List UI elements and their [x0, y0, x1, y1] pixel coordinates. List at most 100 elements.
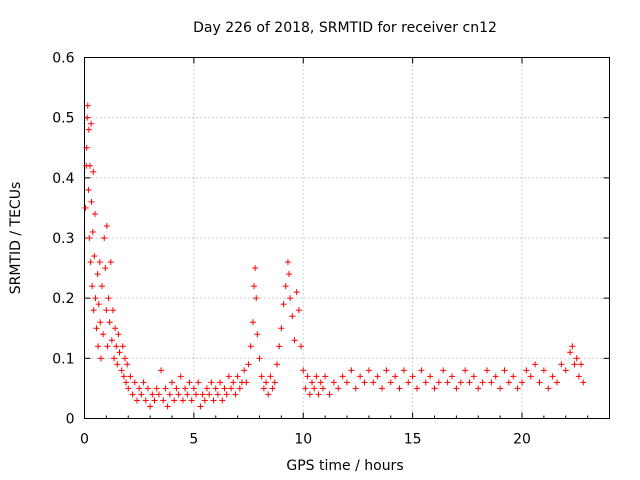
data-point	[505, 379, 512, 386]
data-point	[271, 379, 278, 386]
data-point	[149, 391, 156, 398]
data-point	[578, 361, 585, 368]
data-point	[212, 385, 219, 392]
data-point	[475, 385, 482, 392]
data-point	[247, 343, 254, 350]
data-point	[317, 379, 324, 386]
data-point	[120, 373, 127, 380]
data-point	[147, 403, 154, 410]
data-point	[179, 397, 186, 404]
data-point	[365, 367, 372, 374]
data-point	[214, 391, 221, 398]
data-point	[116, 349, 123, 356]
data-point	[335, 385, 342, 392]
data-point	[100, 331, 107, 338]
data-point	[107, 259, 114, 266]
data-point	[221, 385, 228, 392]
chart-title: Day 226 of 2018, SRMTID for receiver cn1…	[193, 20, 497, 36]
data-point	[580, 379, 587, 386]
data-point	[219, 397, 226, 404]
data-point	[121, 355, 128, 362]
data-point	[311, 385, 318, 392]
data-point	[101, 235, 108, 241]
data-point	[484, 367, 490, 374]
data-point	[90, 168, 97, 175]
data-point	[558, 361, 565, 368]
data-point	[86, 235, 93, 241]
data-point	[153, 385, 160, 392]
ticks: 0 0.1 0.2 0.3 0.4 0.5 0.6 0 5 10 15 20	[52, 51, 610, 448]
data-point	[113, 343, 120, 350]
data-point	[453, 385, 460, 392]
data-point	[260, 385, 267, 392]
data-point	[254, 331, 261, 338]
data-point	[422, 379, 429, 386]
y-axis-label: SRMTID / TECUs	[8, 182, 24, 295]
data-point	[510, 373, 517, 380]
data-point	[94, 271, 101, 278]
data-point	[462, 367, 469, 374]
data-point	[109, 307, 116, 314]
data-point	[175, 391, 182, 398]
data-point	[571, 361, 578, 368]
x-tick-label: 0	[80, 432, 89, 448]
data-point	[304, 373, 311, 380]
data-point	[188, 397, 195, 404]
data-point	[95, 343, 102, 350]
x-tick-label: 15	[404, 432, 422, 448]
data-point	[253, 295, 260, 302]
data-point	[88, 120, 95, 127]
data-point	[256, 355, 263, 362]
data-point	[348, 367, 355, 374]
data-point	[306, 391, 313, 398]
data-point	[444, 379, 451, 386]
data-point	[274, 361, 280, 368]
data-point	[286, 271, 293, 278]
data-point	[85, 186, 92, 193]
plot-frame	[84, 57, 610, 419]
data-point	[99, 283, 105, 290]
data-point	[379, 385, 385, 392]
data-point	[134, 397, 140, 404]
data-point	[569, 343, 576, 350]
data-point	[252, 265, 259, 272]
data-point	[87, 259, 94, 266]
data-point	[136, 385, 143, 392]
y-tick-label: 0.4	[52, 171, 74, 187]
data-point	[89, 283, 96, 290]
data-point	[457, 379, 464, 386]
data-point	[519, 379, 525, 386]
data-point	[501, 367, 508, 374]
data-point	[265, 391, 272, 398]
data-point	[104, 343, 111, 350]
data-point	[234, 373, 241, 380]
data-point	[85, 126, 92, 133]
data-point	[166, 391, 173, 398]
data-point	[396, 385, 403, 392]
data-point	[210, 397, 217, 404]
data-point	[131, 379, 138, 386]
data-point	[169, 379, 175, 386]
data-point	[523, 367, 530, 374]
data-point	[339, 373, 346, 380]
data-point	[573, 355, 580, 362]
data-point	[105, 295, 112, 302]
data-point	[567, 349, 574, 356]
data-point	[142, 397, 149, 404]
data-point	[195, 379, 202, 386]
data-point	[164, 403, 171, 410]
data-point	[344, 379, 350, 386]
data-point	[562, 367, 569, 374]
data-point	[155, 391, 162, 398]
data-point	[93, 325, 100, 332]
data-point	[414, 385, 420, 392]
data-point	[532, 361, 539, 368]
data-point	[295, 307, 302, 314]
data-point	[514, 385, 521, 392]
data-point	[199, 391, 206, 398]
data-point	[400, 367, 407, 374]
data-point	[449, 373, 455, 380]
data-point	[92, 295, 99, 302]
data-point	[129, 391, 136, 398]
data-point	[315, 391, 322, 398]
